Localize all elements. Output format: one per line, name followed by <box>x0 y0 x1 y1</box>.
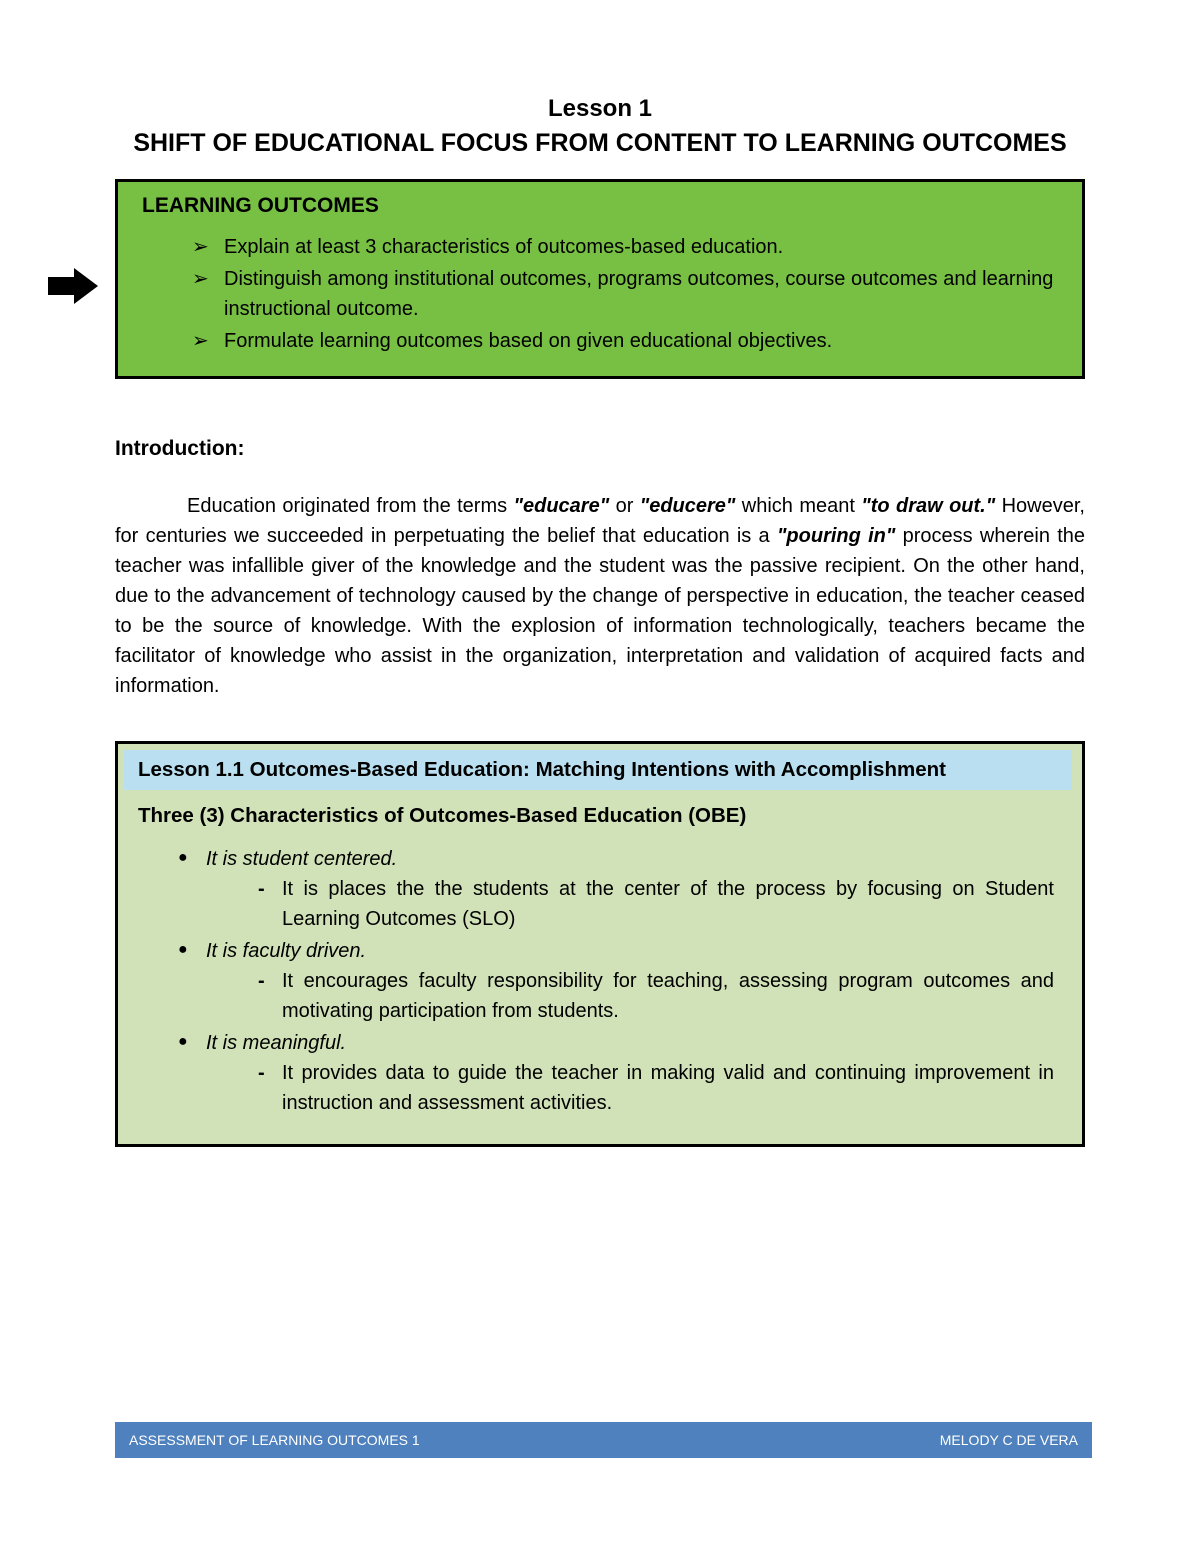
lesson-number: Lesson 1 <box>115 95 1085 123</box>
intro-text: or <box>609 495 640 517</box>
lesson-subbox: Lesson 1.1 Outcomes-Based Education: Mat… <box>115 741 1085 1147</box>
intro-text: process wherein the teacher was infallib… <box>115 525 1085 697</box>
outcome-item: Distinguish among institutional outcomes… <box>192 264 1058 324</box>
intro-paragraph: Education originated from the terms "edu… <box>115 491 1085 701</box>
outcome-item: Formulate learning outcomes based on giv… <box>192 326 1058 356</box>
arrow-icon <box>48 268 98 309</box>
characteristics-heading: Three (3) Characteristics of Outcomes-Ba… <box>118 804 1082 844</box>
outcome-item: Explain at least 3 characteristics of ou… <box>192 232 1058 262</box>
characteristic-head: It is meaningful. <box>206 1032 346 1054</box>
intro-emph: "pouring in" <box>777 525 895 547</box>
lesson-subbox-title: Lesson 1.1 Outcomes-Based Education: Mat… <box>124 750 1072 790</box>
outcomes-list: Explain at least 3 characteristics of ou… <box>142 232 1058 356</box>
characteristic-desc: It encourages faculty responsibility for… <box>258 966 1054 1026</box>
lesson-title: SHIFT OF EDUCATIONAL FOCUS FROM CONTENT … <box>115 127 1085 161</box>
characteristic-head: It is faculty driven. <box>206 940 366 962</box>
intro-text: which meant <box>735 495 861 517</box>
characteristic-item: It is student centered. It is places the… <box>178 844 1054 934</box>
characteristic-desc: It is places the the students at the cen… <box>258 874 1054 934</box>
intro-emph: "educare" <box>514 495 610 517</box>
intro-emph: "to draw out." <box>861 495 995 517</box>
characteristics-list: It is student centered. It is places the… <box>118 844 1082 1118</box>
learning-outcomes-box: LEARNING OUTCOMES Explain at least 3 cha… <box>115 179 1085 379</box>
characteristic-item: It is meaningful. It provides data to gu… <box>178 1028 1054 1118</box>
characteristic-item: It is faculty driven. It encourages facu… <box>178 936 1054 1026</box>
footer-right: MELODY C DE VERA <box>940 1432 1078 1448</box>
footer-bar: ASSESSMENT OF LEARNING OUTCOMES 1 MELODY… <box>115 1422 1092 1458</box>
footer-left: ASSESSMENT OF LEARNING OUTCOMES 1 <box>129 1432 420 1448</box>
intro-text: Education originated from the terms <box>187 495 514 517</box>
outcomes-heading: LEARNING OUTCOMES <box>142 194 1058 218</box>
intro-heading: Introduction: <box>115 437 1085 461</box>
characteristic-desc: It provides data to guide the teacher in… <box>258 1058 1054 1118</box>
intro-emph: "educere" <box>640 495 736 517</box>
characteristic-head: It is student centered. <box>206 848 397 870</box>
